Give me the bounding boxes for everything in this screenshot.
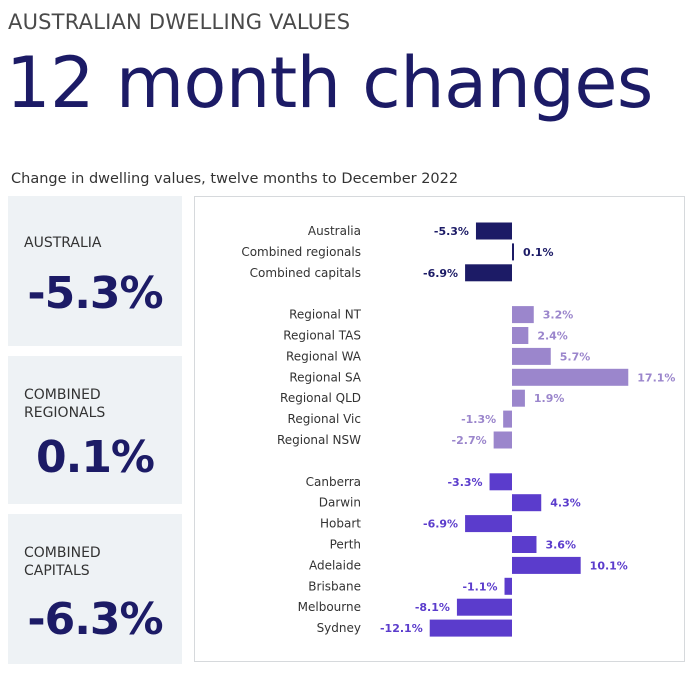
value-label: -1.3% — [461, 413, 496, 426]
value-label: 17.1% — [637, 371, 675, 384]
card-value: 0.1% — [35, 432, 155, 483]
category-label: Regional NSW — [277, 433, 361, 447]
value-label: 0.1% — [523, 246, 554, 259]
category-label: Brisbane — [308, 579, 361, 593]
bar — [512, 556, 581, 574]
bar — [429, 619, 512, 637]
category-label: Regional Vic — [288, 412, 361, 426]
bar — [512, 327, 529, 344]
value-label: -1.1% — [462, 580, 497, 593]
category-label: Regional QLD — [280, 391, 361, 405]
value-label: 2.4% — [537, 330, 568, 343]
value-label: -5.3% — [434, 225, 469, 238]
bar — [512, 494, 542, 512]
category-label: Canberra — [306, 475, 361, 489]
bar — [503, 410, 512, 428]
value-label: -6.9% — [423, 267, 458, 280]
card-label: COMBINED REGIONALS — [24, 387, 106, 421]
bar-chart: Australia -5.3% Combined regionals 0.1% Comb… — [194, 196, 685, 662]
bar — [489, 473, 512, 491]
bar — [512, 243, 514, 261]
card-value: -5.3% — [27, 268, 163, 319]
value-label: -12.1% — [380, 622, 423, 635]
value-label: 5.7% — [560, 350, 591, 363]
page-title: 12 month changes — [6, 42, 653, 124]
category-label: Sydney — [317, 621, 361, 635]
value-label: 3.6% — [545, 539, 576, 552]
category-label: Combined regionals — [241, 245, 361, 259]
bar — [512, 368, 629, 386]
bar — [475, 222, 512, 240]
bar — [465, 515, 512, 533]
category-label: Darwin — [319, 496, 361, 510]
bar — [456, 598, 512, 616]
bar-chart-svg: Australia -5.3% Combined regionals 0.1% Comb… — [241, 222, 675, 637]
card-australia: AUSTRALIA -5.3% — [8, 196, 182, 346]
value-label: 4.3% — [550, 497, 581, 510]
card-combined-regionals: COMBINED REGIONALS 0.1% — [8, 356, 182, 504]
bar — [512, 536, 537, 553]
card-label: AUSTRALIA — [24, 235, 102, 251]
chart-subtitle: Change in dwelling values, twelve months… — [11, 171, 459, 187]
category-label: Adelaide — [309, 558, 361, 572]
card-value: -6.3% — [27, 594, 163, 645]
value-label: -8.1% — [415, 601, 450, 614]
category-label: Regional WA — [286, 349, 362, 363]
kicker-title: AUSTRALIAN DWELLING VALUES — [8, 10, 351, 34]
bar — [493, 431, 512, 449]
value-label: -6.9% — [423, 518, 458, 531]
bar — [504, 577, 512, 595]
value-label: 3.2% — [543, 309, 574, 322]
bar — [512, 306, 534, 324]
category-label: Melbourne — [298, 600, 361, 614]
card-combined-capitals: COMBINED CAPITALS -6.3% — [8, 514, 182, 664]
bar — [512, 347, 551, 365]
category-label: Regional NT — [289, 308, 362, 322]
bar — [512, 389, 525, 407]
category-label: Regional SA — [289, 370, 361, 384]
category-label: Regional TAS — [283, 329, 361, 343]
category-label: Combined capitals — [250, 266, 361, 280]
category-label: Hobart — [320, 517, 361, 531]
card-label: COMBINED CAPITALS — [24, 545, 101, 579]
value-label: -2.7% — [452, 434, 487, 447]
value-label: -3.3% — [447, 476, 482, 489]
value-label: 1.9% — [534, 392, 565, 405]
category-label: Australia — [308, 224, 361, 238]
category-label: Perth — [330, 538, 361, 552]
bar — [465, 264, 512, 282]
value-label: 10.1% — [590, 559, 628, 572]
